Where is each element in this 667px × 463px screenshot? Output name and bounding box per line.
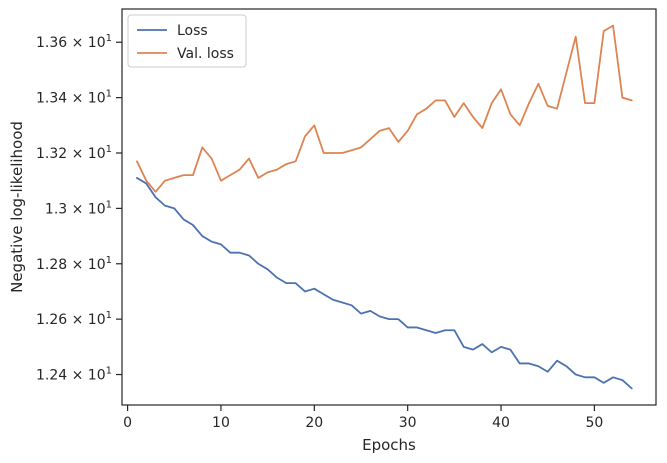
legend: Loss Val. loss: [127, 14, 247, 68]
plot-frame: [121, 8, 657, 406]
x-axis-label: Epochs: [362, 436, 416, 454]
series-line-1: [136, 24, 633, 193]
x-tick-label: 0: [123, 415, 132, 431]
x-tick-label: 50: [585, 415, 603, 431]
y-tick-label: 1.24 × 101: [36, 366, 112, 384]
y-tick-label: 1.34 × 101: [36, 89, 112, 107]
legend-box: [127, 14, 247, 68]
x-tick-label: 40: [492, 415, 510, 431]
y-tick-label: 1.32 × 101: [36, 144, 112, 162]
y-tick-label: 1.28 × 101: [36, 255, 112, 273]
y-axis-label: Negative log-likelihood: [8, 121, 26, 293]
series-line-0: [136, 177, 633, 390]
legend-label-loss: Loss: [177, 23, 208, 39]
x-axis-ticks: 0 10 20 30 40 50: [123, 405, 603, 431]
series-layer: [136, 24, 633, 390]
x-tick-label: 10: [212, 415, 230, 431]
x-tick-label: 20: [305, 415, 323, 431]
y-tick-label: 1.26 × 101: [36, 310, 112, 328]
plot-area: [122, 9, 656, 405]
y-tick-label: 1.3 × 101: [45, 199, 112, 217]
y-axis-ticks: 1.24 × 101 1.26 × 101 1.28 × 101 1.3 × 101 1…: [36, 33, 122, 384]
legend-label-val-loss: Val. loss: [177, 46, 234, 62]
x-tick-label: 30: [399, 415, 417, 431]
y-tick-label: 1.36 × 101: [36, 33, 112, 51]
